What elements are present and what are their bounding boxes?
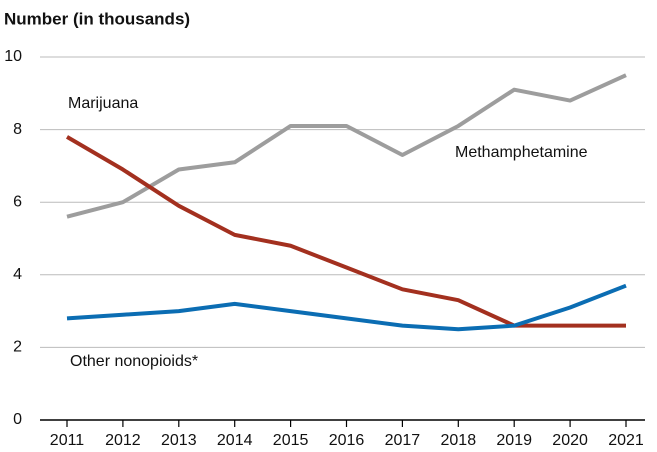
y-tick-label: 10 [4, 48, 22, 65]
series-line [66, 283, 627, 332]
series-line [65, 135, 626, 328]
y-tick-label: 4 [13, 266, 22, 283]
x-tick-label: 2015 [273, 432, 309, 449]
x-tick-label: 2017 [385, 432, 421, 449]
y-tick-label: 2 [13, 339, 22, 356]
x-tick-label: 2018 [441, 432, 477, 449]
y-tick-label: 0 [13, 411, 22, 428]
y-tick-label: 6 [13, 193, 22, 210]
x-tick-label: 2020 [552, 432, 588, 449]
x-tick-label: 2012 [105, 432, 141, 449]
series-label: Marijuana [68, 95, 138, 112]
x-tick-label: 2021 [608, 432, 644, 449]
series-label: Methamphetamine [455, 144, 588, 161]
y-tick-label: 8 [13, 121, 22, 138]
series-line [66, 73, 627, 219]
x-tick-label: 2016 [329, 432, 365, 449]
x-tick-label: 2013 [161, 432, 197, 449]
x-tick-label: 2011 [50, 432, 85, 449]
y-axis-label: Number (in thousands) [4, 9, 190, 28]
x-tick-label: 2019 [496, 432, 532, 449]
series-label: Other nonopioids* [70, 353, 198, 370]
x-tick-label: 2014 [217, 432, 253, 449]
